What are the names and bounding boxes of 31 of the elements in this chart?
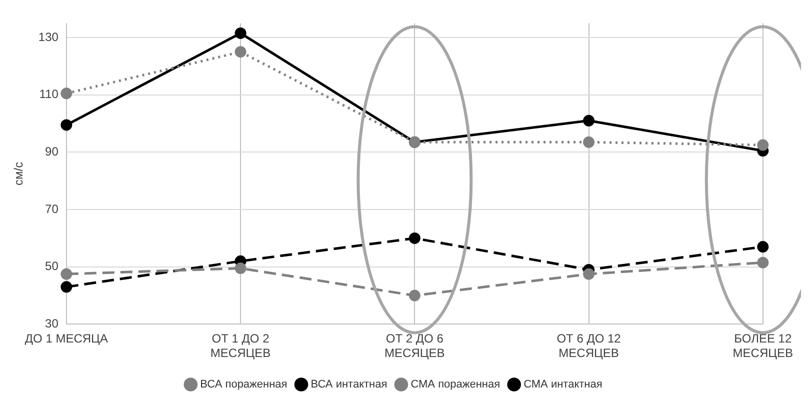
x-tick-label: БОЛЕЕ 12 МЕСЯЦЕВ — [732, 332, 793, 360]
y-tick-label: 130 — [38, 30, 59, 44]
y-tick-label: 70 — [45, 202, 59, 216]
point — [234, 27, 246, 39]
point — [60, 88, 72, 100]
point — [408, 290, 420, 302]
point — [583, 114, 595, 126]
point — [757, 241, 769, 253]
point — [583, 136, 595, 148]
point — [408, 232, 420, 244]
x-tick-label: ОТ 1 ДО 2 МЕСЯЦЕВ — [210, 332, 271, 360]
x-tick-label: ОТ 2 ДО 6 МЕСЯЦЕВ — [384, 332, 445, 360]
point — [757, 256, 769, 268]
point — [234, 262, 246, 274]
legend-label: ВСА интактная — [310, 378, 388, 391]
y-axis-title: см/с — [12, 162, 26, 186]
point — [60, 119, 72, 131]
point — [60, 281, 72, 293]
y-tick-label: 110 — [39, 87, 59, 102]
point — [60, 268, 72, 280]
x-tick-label: ОТ 6 ДО 12 МЕСЯЦЕВ — [556, 332, 622, 360]
legend-label: СМА интактная — [524, 378, 602, 391]
x-tick-label: ДО 1 МЕСЯЦА — [24, 332, 108, 346]
legend-label: ВСА пораженная — [200, 378, 288, 391]
point — [234, 46, 246, 58]
point — [583, 268, 595, 280]
point — [757, 139, 769, 151]
legend-label: СМА пораженная — [410, 378, 500, 391]
y-tick-label: 30 — [45, 316, 59, 331]
y-tick-label: 50 — [45, 259, 59, 274]
y-tick-label: 90 — [45, 144, 59, 159]
